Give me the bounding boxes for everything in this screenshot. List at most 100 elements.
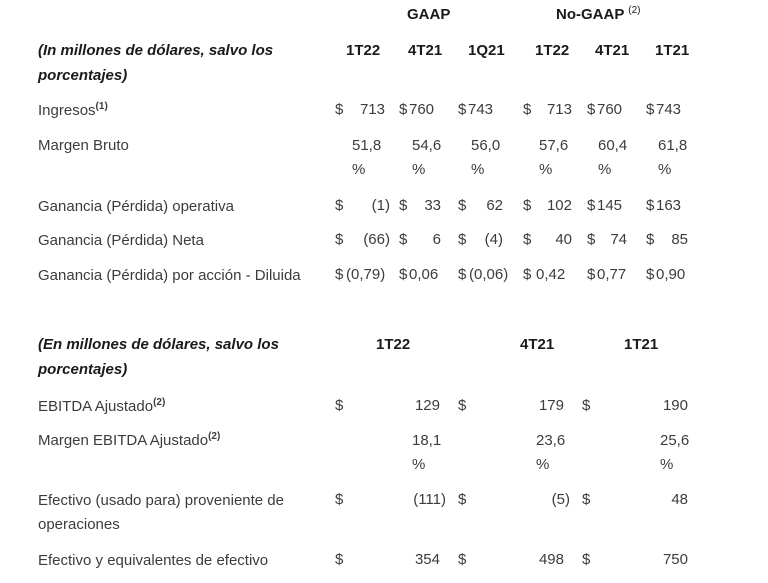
cell-currency: $ <box>587 231 596 248</box>
cell-currency: $ <box>523 266 532 283</box>
cell-value: (66) <box>363 231 390 248</box>
cell-value: 190 <box>662 397 688 414</box>
col-header-nogaap-4t21: 4T21 <box>595 42 630 59</box>
cell-value: 0,42 <box>536 266 566 283</box>
cell-currency: $ <box>335 231 344 248</box>
cell-currency: $ <box>523 197 532 214</box>
row-label-efectivo-operaciones-line1: Efectivo (usado para) proveniente de <box>38 492 284 509</box>
cell-value: 354 <box>414 551 440 568</box>
cell-value: 33 <box>424 197 441 214</box>
cell-value: 760 <box>409 101 435 118</box>
footnote-1: (1) <box>95 101 108 112</box>
cell-currency: $ <box>335 266 344 283</box>
cell-currency: $ <box>458 101 467 118</box>
col-header-gaap-4t21: 4T21 <box>408 42 443 59</box>
cell-currency: $ <box>399 266 408 283</box>
cell-currency: $ <box>582 551 591 568</box>
col-header-nogaap-1t22: 1T22 <box>535 42 570 59</box>
cell-value: 498 <box>538 551 564 568</box>
cell-currency: $ <box>587 101 596 118</box>
row-label-margen-ebitda: Margen EBITDA Ajustado(2) <box>38 431 221 450</box>
cell-currency: $ <box>458 397 467 414</box>
col-header-1t21: 1T21 <box>624 336 659 353</box>
cell-currency: $ <box>399 197 408 214</box>
cell-percent: % <box>658 161 672 178</box>
cell-currency: $ <box>335 101 344 118</box>
cell-value: 0,77 <box>597 266 627 283</box>
cell-currency: $ <box>335 197 344 214</box>
cell-value: 18,1 <box>412 432 442 449</box>
row-label-ganancia-operativa: Ganancia (Pérdida) operativa <box>38 198 234 215</box>
cell-currency: $ <box>458 551 467 568</box>
cell-value: 179 <box>538 397 564 414</box>
cell-currency: $ <box>399 101 408 118</box>
cell-value: (111) <box>413 491 446 508</box>
cell-value: 102 <box>546 197 572 214</box>
cell-percent: % <box>539 161 553 178</box>
cell-value: 85 <box>671 231 688 248</box>
cell-value: (5) <box>551 491 570 508</box>
cell-currency: $ <box>646 197 655 214</box>
cell-value: 129 <box>414 397 440 414</box>
cell-value: 163 <box>656 197 682 214</box>
cell-value: (0,79) <box>346 266 386 283</box>
row-label-efectivo-equivalentes: Efectivo y equivalentes de efectivo <box>38 552 269 569</box>
cell-value: (4) <box>484 231 503 248</box>
col-header-gaap-1q21: 1Q21 <box>468 42 505 59</box>
cell-value: 23,6 <box>536 432 566 449</box>
table1-caption-line2: porcentajes) <box>38 67 128 84</box>
table2-caption-line2: porcentajes) <box>38 361 128 378</box>
row-label-efectivo-operaciones-line2: operaciones <box>38 516 120 533</box>
footnote-2: (2) <box>153 397 166 408</box>
cell-value: 0,90 <box>656 266 686 283</box>
row-label-ganancia-por-accion: Ganancia (Pérdida) por acción - Diluida <box>38 267 301 284</box>
col-header-gaap-1t22: 1T22 <box>346 42 381 59</box>
cell-currency: $ <box>646 266 655 283</box>
cell-value: 61,8 <box>658 137 688 154</box>
cell-value: 713 <box>546 101 572 118</box>
cell-currency: $ <box>523 231 532 248</box>
col-header-4t21: 4T21 <box>520 336 555 353</box>
cell-currency: $ <box>587 197 596 214</box>
cell-currency: $ <box>335 397 344 414</box>
table1-caption-line1: (In millones de dólares, salvo los <box>38 42 274 59</box>
cell-value: 743 <box>656 101 682 118</box>
cell-value: 54,6 <box>412 137 442 154</box>
cell-currency: $ <box>458 231 467 248</box>
cell-currency: $ <box>523 101 532 118</box>
cell-value: (1) <box>371 197 390 214</box>
cell-value: 40 <box>555 231 572 248</box>
cell-value: 25,6 <box>660 432 690 449</box>
table2-caption-line1: (En millones de dólares, salvo los <box>38 336 279 353</box>
col-header-1t22: 1T22 <box>376 336 411 353</box>
row-label-ingresos: Ingresos(1) <box>38 101 108 120</box>
cell-currency: $ <box>335 491 344 508</box>
cell-currency: $ <box>582 397 591 414</box>
cell-value: 56,0 <box>471 137 501 154</box>
cell-percent: % <box>598 161 612 178</box>
group-header-gaap: GAAP <box>407 6 451 23</box>
group-header-nogaap: No-GAAP (2) <box>556 5 641 24</box>
col-header-nogaap-1t21: 1T21 <box>655 42 690 59</box>
cell-value: 145 <box>597 197 623 214</box>
cell-value: 74 <box>610 231 627 248</box>
cell-currency: $ <box>587 266 596 283</box>
row-label-ebitda-ajustado: EBITDA Ajustado(2) <box>38 397 166 416</box>
cell-percent: % <box>412 456 426 473</box>
cell-currency: $ <box>399 231 408 248</box>
cell-currency: $ <box>458 491 467 508</box>
cell-value: 57,6 <box>539 137 569 154</box>
cell-currency: $ <box>335 551 344 568</box>
cell-value: 0,06 <box>409 266 439 283</box>
cell-value: 51,8 <box>352 137 382 154</box>
cell-value: 760 <box>597 101 623 118</box>
cell-percent: % <box>352 161 366 178</box>
cell-percent: % <box>471 161 485 178</box>
cell-currency: $ <box>646 101 655 118</box>
cell-percent: % <box>660 456 674 473</box>
footnote-2: (2) <box>628 5 641 16</box>
cell-value: (0,06) <box>469 266 509 283</box>
row-label-margen-bruto: Margen Bruto <box>38 137 129 154</box>
cell-value: 60,4 <box>598 137 628 154</box>
footnote-2: (2) <box>208 431 221 442</box>
